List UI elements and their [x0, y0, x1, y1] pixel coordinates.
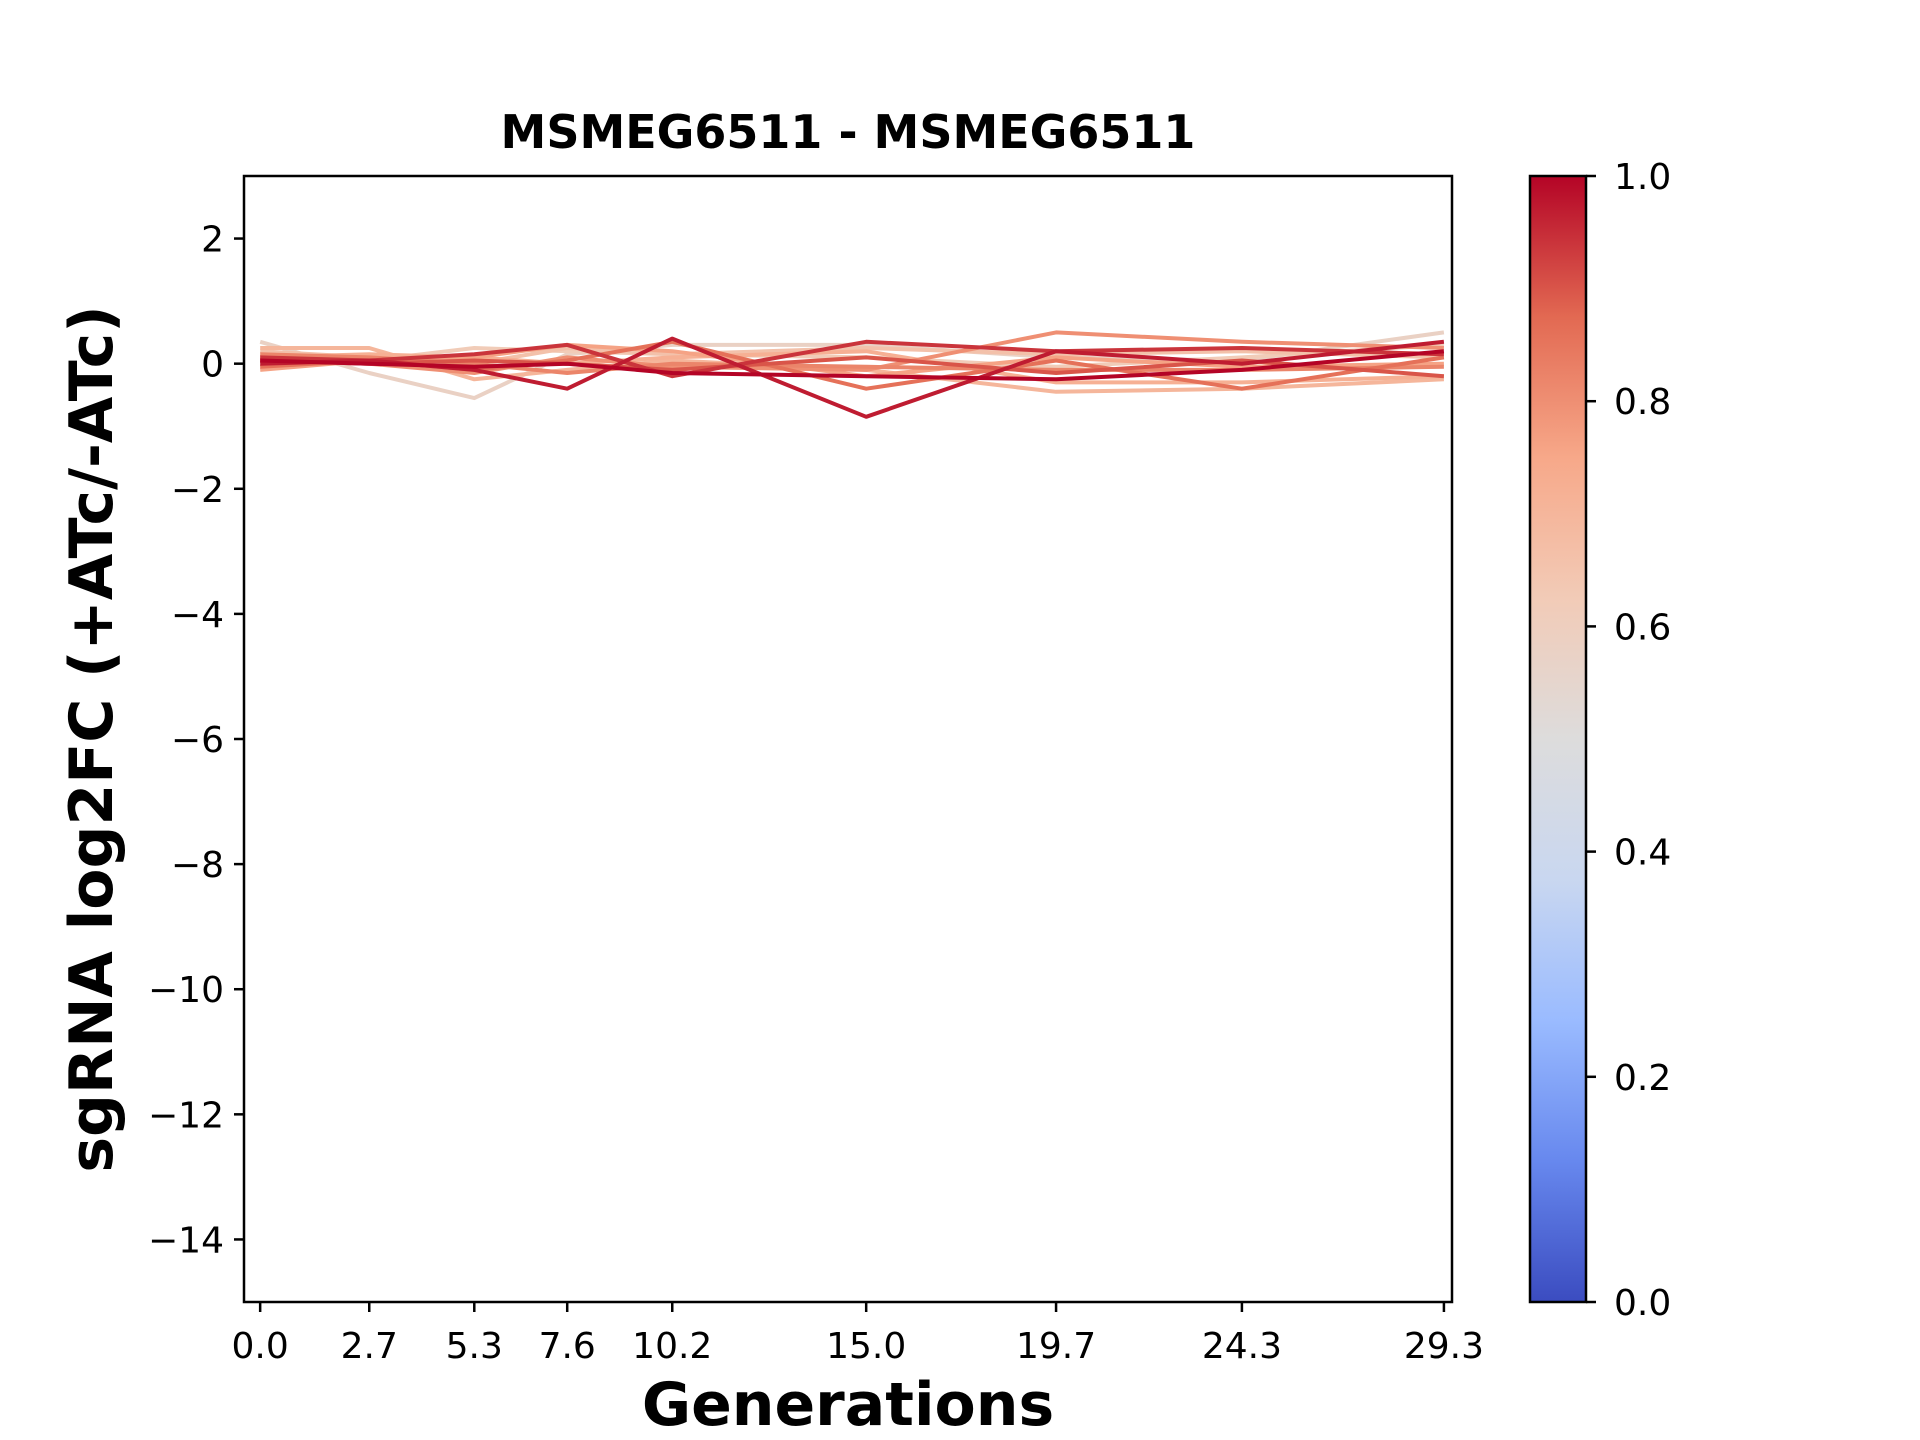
chart-title: MSMEG6511 - MSMEG6511: [501, 105, 1196, 159]
y-tick-label: 2: [201, 220, 224, 261]
colorbar-tick-label: 0.6: [1614, 607, 1671, 648]
x-tick-label: 5.3: [446, 1326, 503, 1367]
series-line-7: [260, 330, 1444, 375]
y-tick-label: −10: [148, 970, 224, 1011]
y-tick-label: −6: [171, 720, 224, 761]
y-axis-label: sgRNA log2FC (+ATc/-ATc): [57, 305, 127, 1172]
x-tick-label: 15.0: [826, 1326, 906, 1367]
colorbar-tick-label: 0.2: [1614, 1058, 1671, 1099]
x-tick-label: 0.0: [232, 1326, 289, 1367]
y-tick-label: −14: [148, 1220, 224, 1261]
colorbar-axis: 1.0 0.8 0.6 0.4 0.2 0.0: [1586, 157, 1671, 1324]
colorbar: [1528, 174, 1588, 1304]
series-layer: [259, 330, 1445, 419]
colorbar-tick-label: 0.8: [1614, 382, 1671, 423]
y-tick-label: −12: [148, 1095, 224, 1136]
x-tick-label: 19.7: [1016, 1326, 1096, 1367]
x-axis-label: Generations: [642, 1370, 1054, 1440]
series-line-13: [260, 349, 1445, 382]
colorbar-tick-label: 0.4: [1614, 833, 1671, 874]
x-axis: 0.0 2.7 5.3 7.6 10.2 15.0 19.7 24.3 29.3: [232, 1302, 1484, 1367]
x-tick-label: 7.6: [539, 1326, 596, 1367]
y-tick-label: 0: [201, 345, 224, 386]
x-tick-label: 2.7: [341, 1326, 398, 1367]
colorbar-tick-label: 0.0: [1614, 1283, 1671, 1324]
y-tick-label: −8: [171, 845, 224, 886]
colorbar-tick-label: 1.0: [1614, 157, 1671, 198]
y-tick-label: −4: [171, 595, 224, 636]
series-line-11: [260, 339, 1444, 379]
y-axis: 2 0 −2 −4 −6 −8 −10 −12 −14: [148, 220, 244, 1261]
x-tick-label: 24.3: [1202, 1326, 1282, 1367]
x-tick-label: 29.3: [1404, 1326, 1484, 1367]
x-tick-label: 10.2: [632, 1326, 712, 1367]
series-line-5: [260, 349, 1444, 385]
y-tick-label: −2: [171, 470, 224, 511]
